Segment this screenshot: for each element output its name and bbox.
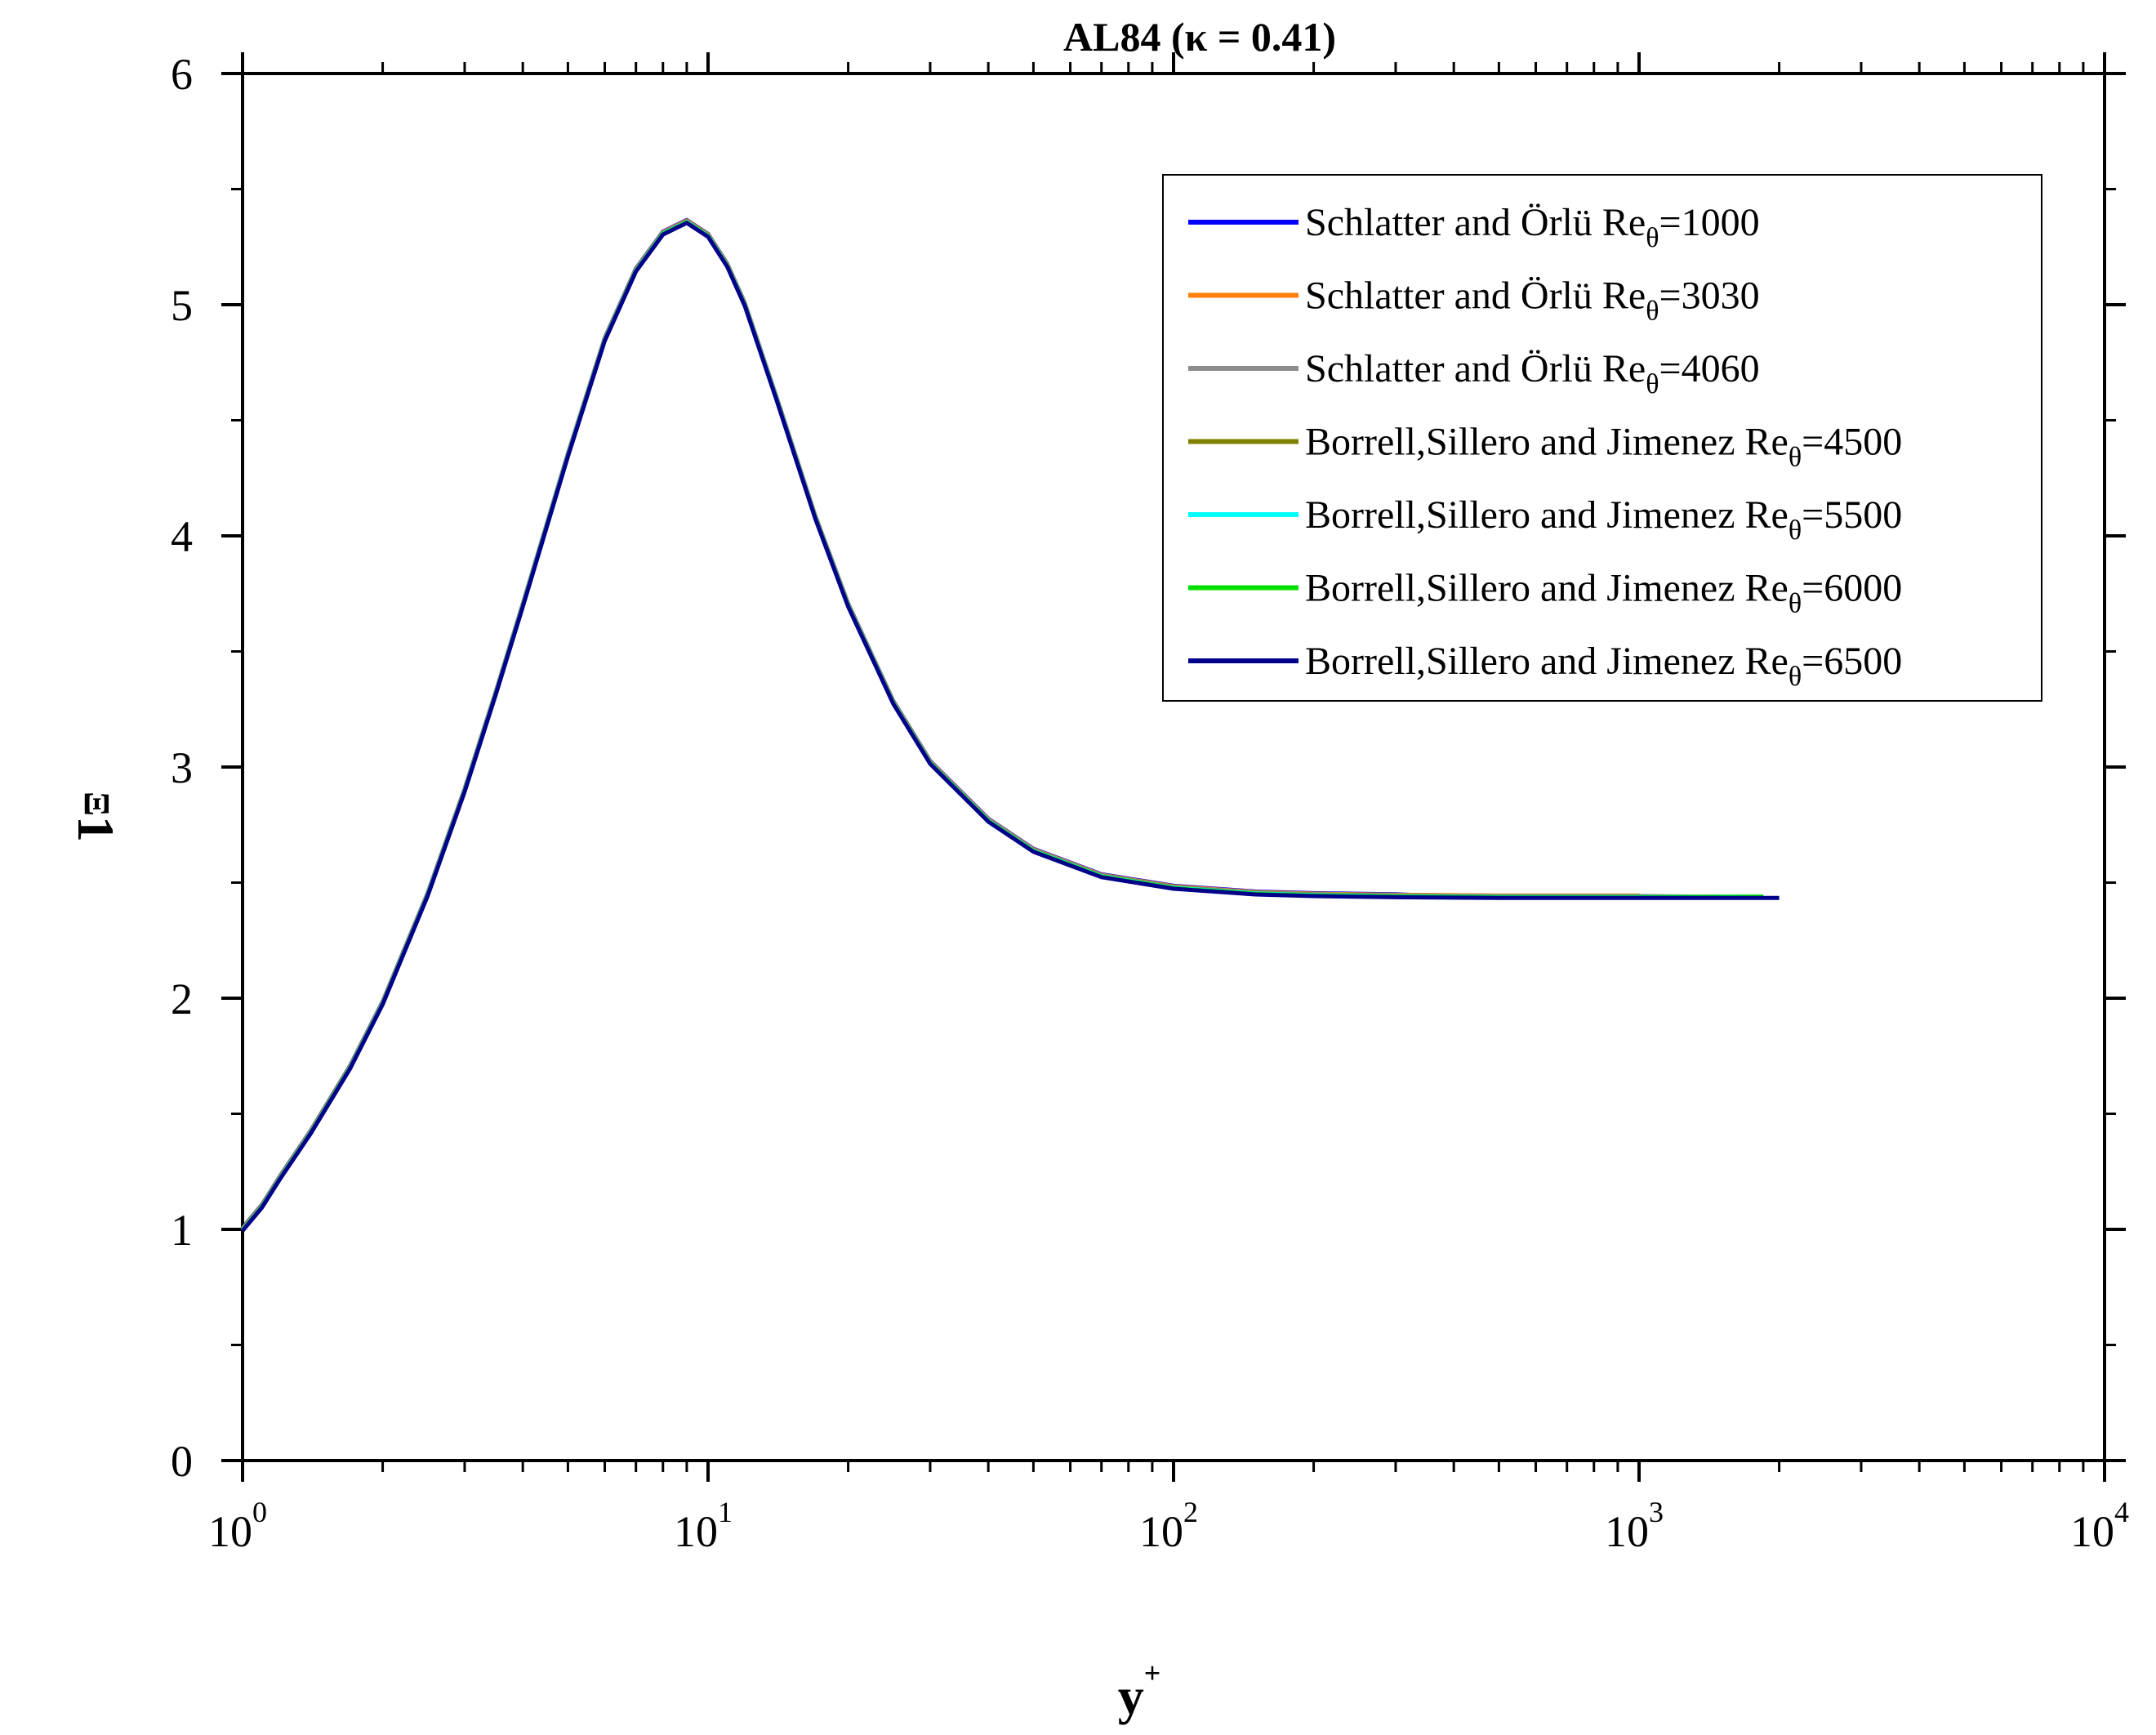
- y-tick-label: 5: [171, 281, 193, 330]
- x-tick-label: 103: [1605, 1496, 1664, 1556]
- y-tick-label: 3: [171, 743, 193, 792]
- x-tick-label: 100: [208, 1496, 267, 1556]
- legend-label: Schlatter and Örlü Reθ=3030: [1305, 274, 1760, 327]
- series-lines: [241, 217, 1780, 1233]
- legend-label: Schlatter and Örlü Reθ=1000: [1305, 201, 1760, 253]
- x-axis-ticks: 100 101 102 103 104: [208, 52, 2129, 1556]
- legend-label: Borrell,Sillero and Jimenez Reθ=6000: [1305, 567, 1902, 619]
- x-tick-label: 102: [1139, 1496, 1198, 1556]
- x-axis-label: y+: [1118, 1657, 1161, 1725]
- legend-label: Borrell,Sillero and Jimenez Reθ=5500: [1305, 493, 1902, 546]
- legend-label: Borrell,Sillero and Jimenez Reθ=6500: [1305, 640, 1902, 692]
- y-tick-label: 4: [171, 512, 193, 561]
- chart-title: AL84 (κ = 0.41): [1063, 14, 1336, 60]
- legend-label: Borrell,Sillero and Jimenez Reθ=4500: [1305, 421, 1902, 473]
- svg-text:Ξ1: Ξ1: [67, 792, 125, 842]
- legend: Schlatter and Örlü Reθ=1000 Schlatter and…: [1162, 174, 2042, 702]
- y-tick-label: 2: [171, 975, 193, 1024]
- y-axis-label: Ξ1: [67, 792, 125, 842]
- y-axis-ticks: 0 1 2 3 4 5 6: [171, 50, 2126, 1486]
- legend-box: [1162, 174, 2042, 702]
- legend-label: Schlatter and Örlü Reθ=4060: [1305, 347, 1760, 399]
- y-tick-label: 1: [171, 1206, 193, 1255]
- x-tick-label: 101: [674, 1496, 733, 1556]
- y-tick-label: 6: [171, 50, 193, 99]
- svg-text:y+: y+: [1118, 1657, 1161, 1725]
- series-line: [241, 221, 1780, 1233]
- x-tick-label: 104: [2070, 1496, 2129, 1556]
- y-tick-label: 0: [171, 1437, 193, 1486]
